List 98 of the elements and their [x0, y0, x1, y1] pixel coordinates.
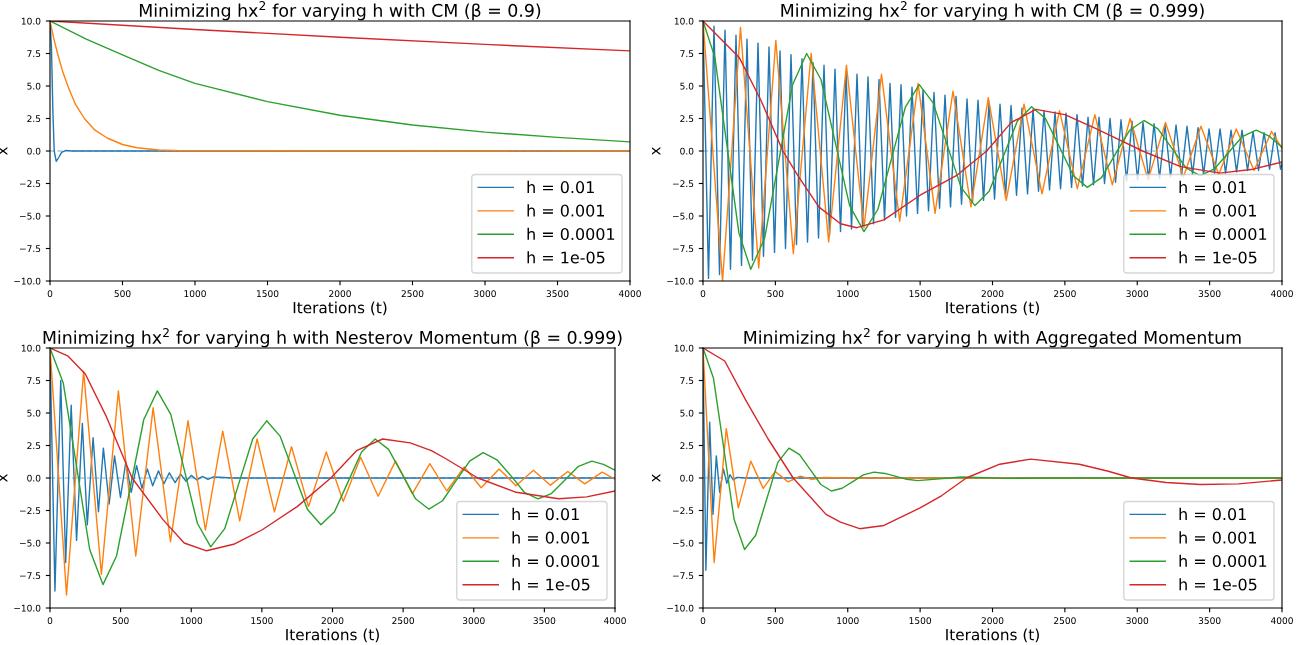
x-tick-label: 3500	[1198, 290, 1221, 298]
x-tick-label: 2000	[981, 290, 1004, 298]
chart-title: Minimizing hx$^{2}$ for varying h with Nesterov Momentum (β = 0.999)	[43, 328, 622, 348]
x-tick-label: 3500	[533, 617, 556, 625]
x-tick-label: 4000	[1270, 617, 1293, 625]
x-tick-label: 3500	[1198, 617, 1221, 625]
legend-label: h = 0.0001	[527, 227, 615, 241]
y-tick-label: −2.5	[673, 180, 694, 188]
x-tick-label: 2500	[1054, 290, 1076, 298]
legend-label: h = 1e-05	[512, 578, 590, 591]
y-axis-title: x	[652, 146, 661, 156]
y-tick-label: −2.5	[20, 180, 41, 188]
legend-label: h = 0.0001	[512, 554, 600, 568]
y-tick-label: −10.0	[667, 604, 694, 612]
y-tick-label: −5.0	[673, 212, 694, 220]
y-tick-label: 7.5	[27, 377, 41, 385]
legend-label: h = 0.0001	[1179, 554, 1267, 568]
x-tick-label: 1500	[909, 617, 932, 625]
x-tick-label: 3500	[546, 290, 569, 298]
y-tick-label: 0.0	[680, 474, 694, 482]
y-tick-label: −7.5	[20, 572, 41, 580]
x-tick-label: 0	[700, 617, 706, 625]
y-tick-label: 10.0	[674, 344, 694, 352]
y-tick-label: 0.0	[27, 147, 41, 155]
y-tick-label: 2.5	[27, 442, 41, 450]
x-tick-label: 3000	[462, 617, 485, 625]
y-tick-label: −5.0	[673, 539, 694, 547]
y-tick-label: 7.5	[680, 377, 694, 385]
x-tick-label: 2000	[981, 617, 1004, 625]
x-tick-label: 2000	[329, 290, 351, 298]
legend-label: h = 0.001	[512, 531, 589, 544]
y-tick-label: 7.5	[680, 50, 694, 58]
x-tick-label: 1500	[257, 290, 279, 298]
x-tick-label: 0	[47, 617, 53, 625]
x-tick-label: 1500	[909, 290, 932, 298]
x-tick-label: 1000	[837, 290, 859, 298]
y-tick-label: 5.0	[680, 82, 694, 90]
x-axis-title: Iterations (t)	[946, 628, 1039, 643]
y-tick-label: 10.0	[674, 17, 694, 25]
x-tick-label: 2500	[1054, 617, 1076, 625]
y-tick-label: 5.0	[27, 82, 41, 90]
y-tick-label: −5.0	[20, 539, 41, 547]
y-tick-label: 10.0	[21, 17, 41, 25]
x-tick-label: 0	[47, 290, 53, 298]
x-tick-label: 2500	[392, 617, 415, 625]
x-tick-label: 3000	[474, 290, 496, 298]
y-tick-label: −2.5	[673, 507, 694, 515]
y-tick-label: −7.5	[673, 572, 694, 580]
legend-label: h = 0.001	[1179, 204, 1256, 217]
x-axis-title: Iterations (t)	[293, 301, 387, 316]
legend-label: h = 0.001	[1179, 531, 1256, 544]
x-axis-title: Iterations (t)	[286, 628, 379, 643]
y-tick-label: 2.5	[680, 442, 694, 450]
y-tick-label: 2.5	[27, 115, 41, 123]
y-tick-label: 7.5	[27, 50, 41, 58]
legend-label: h = 1e-05	[1179, 251, 1257, 264]
x-tick-label: 3000	[1126, 617, 1149, 625]
y-tick-label: 2.5	[680, 115, 694, 123]
legend-label: h = 0.01	[1179, 507, 1246, 521]
x-tick-label: 2500	[401, 290, 424, 298]
y-tick-label: −10.0	[667, 277, 694, 285]
legend-label: h = 0.01	[512, 507, 579, 521]
legend-label: h = 0.01	[1179, 180, 1246, 194]
y-tick-label: −10.0	[14, 604, 41, 612]
x-tick-label: 1000	[837, 617, 859, 625]
x-tick-label: 500	[112, 617, 129, 625]
legend-label: h = 0.0001	[1179, 227, 1267, 241]
x-tick-label: 1000	[180, 617, 203, 625]
x-tick-label: 500	[767, 617, 784, 625]
x-axis-title: Iterations (t)	[946, 301, 1039, 316]
y-tick-label: −5.0	[20, 212, 41, 220]
x-tick-label: 1000	[184, 290, 206, 298]
x-tick-label: 0	[700, 290, 706, 298]
legend-label: h = 0.001	[527, 204, 604, 217]
legend-label: h = 0.01	[527, 180, 594, 194]
y-tick-label: 10.0	[21, 344, 41, 352]
x-tick-label: 500	[114, 290, 131, 298]
chart-title: Minimizing hx$^{2}$ for varying h with CM (β = 0.9)	[139, 1, 541, 21]
y-tick-label: −10.0	[14, 277, 41, 285]
x-tick-label: 4000	[1270, 290, 1293, 298]
y-tick-label: −7.5	[673, 245, 694, 253]
y-tick-label: −2.5	[20, 507, 41, 515]
x-tick-label: 4000	[603, 617, 626, 625]
y-tick-label: 0.0	[680, 147, 694, 155]
x-tick-label: 2000	[321, 617, 344, 625]
x-tick-label: 1500	[251, 617, 273, 625]
x-tick-label: 3000	[1126, 290, 1149, 298]
x-tick-label: 4000	[618, 290, 641, 298]
legend-label: h = 1e-05	[1179, 578, 1257, 591]
chart-title: Minimizing hx$^{2}$ for varying h with Aggregated Momentum	[744, 328, 1241, 348]
y-tick-label: 5.0	[27, 409, 41, 417]
y-tick-label: 0.0	[27, 474, 41, 482]
y-axis-title: x	[652, 473, 661, 483]
y-tick-label: −7.5	[20, 245, 41, 253]
x-tick-label: 500	[767, 290, 784, 298]
chart-title: Minimizing hx$^{2}$ for varying h with CM (β = 0.999)	[781, 1, 1204, 21]
y-tick-label: 5.0	[680, 409, 694, 417]
legend-label: h = 1e-05	[527, 251, 605, 264]
